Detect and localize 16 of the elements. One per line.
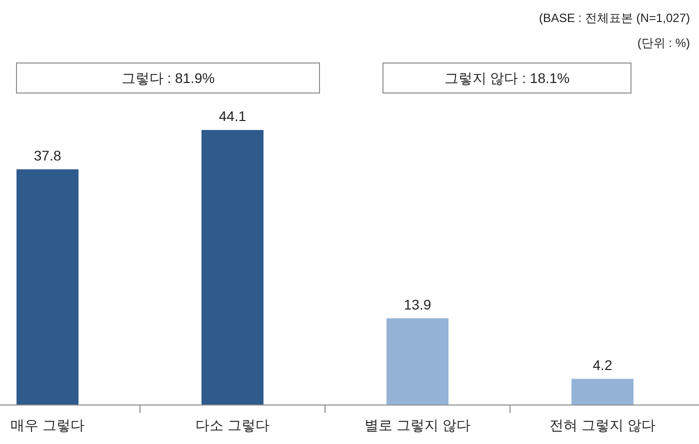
text: (BASE : 전체표본 (N=1,027) (538, 11, 690, 25)
x-tick-label: 전혀 그렇지 않다 (550, 417, 656, 433)
bar (202, 130, 264, 405)
text: (단위 : %) (637, 36, 690, 50)
data-label: 44.1 (218, 108, 246, 124)
bar (386, 318, 448, 405)
data-label: 4.2 (592, 356, 612, 373)
x-tick-label: 별로 그렇지 않다 (364, 417, 470, 433)
x-tick-label: 매우 그렇다 (10, 417, 84, 433)
data-label: 13.9 (404, 296, 432, 312)
bar (572, 378, 634, 405)
x-tick-label: 다소 그렇다 (196, 417, 270, 433)
text: 그렇다 : 81.9% (121, 70, 215, 86)
text: 그렇지 않다 : 18.1% (444, 70, 570, 86)
data-label: 37.8 (34, 147, 62, 164)
bar (16, 169, 78, 405)
